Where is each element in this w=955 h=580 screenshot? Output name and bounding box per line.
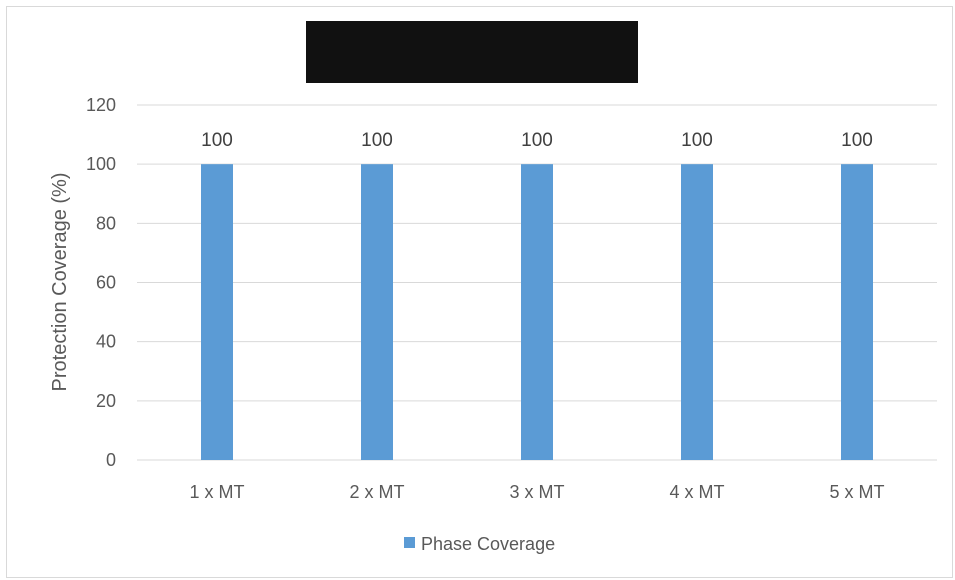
y-axis-ticks: 0 20 40 60 80 100 120: [86, 95, 116, 470]
y-tick-label: 20: [96, 391, 116, 411]
x-tick-label: 1 x MT: [189, 482, 244, 502]
y-tick-label: 0: [106, 450, 116, 470]
bars: [201, 164, 873, 460]
x-tick-label: 3 x MT: [509, 482, 564, 502]
x-tick-label: 4 x MT: [669, 482, 724, 502]
data-label: 100: [521, 130, 553, 151]
x-tick-label: 5 x MT: [829, 482, 884, 502]
legend-swatch: [404, 537, 415, 548]
bar: [521, 164, 553, 460]
y-tick-label: 100: [86, 154, 116, 174]
bar: [841, 164, 873, 460]
data-labels: 100 100 100 100 100: [201, 130, 873, 151]
bar: [361, 164, 393, 460]
y-tick-label: 80: [96, 213, 116, 233]
data-label: 100: [681, 130, 713, 151]
data-label: 100: [361, 130, 393, 151]
y-tick-label: 60: [96, 273, 116, 293]
bar: [201, 164, 233, 460]
y-tick-label: 120: [86, 95, 116, 115]
legend: Phase Coverage: [404, 534, 555, 554]
x-tick-label: 2 x MT: [349, 482, 404, 502]
chart-frame: [6, 6, 953, 578]
x-axis-ticks: 1 x MT 2 x MT 3 x MT 4 x MT 5 x MT: [189, 482, 884, 502]
y-axis-title: Protection Coverage (%): [49, 173, 71, 392]
bar: [681, 164, 713, 460]
legend-label-phase-coverage: Phase Coverage: [421, 534, 555, 554]
data-label: 100: [841, 130, 873, 151]
y-tick-label: 40: [96, 332, 116, 352]
data-label: 100: [201, 130, 233, 151]
redacted-title-block: [306, 21, 638, 83]
